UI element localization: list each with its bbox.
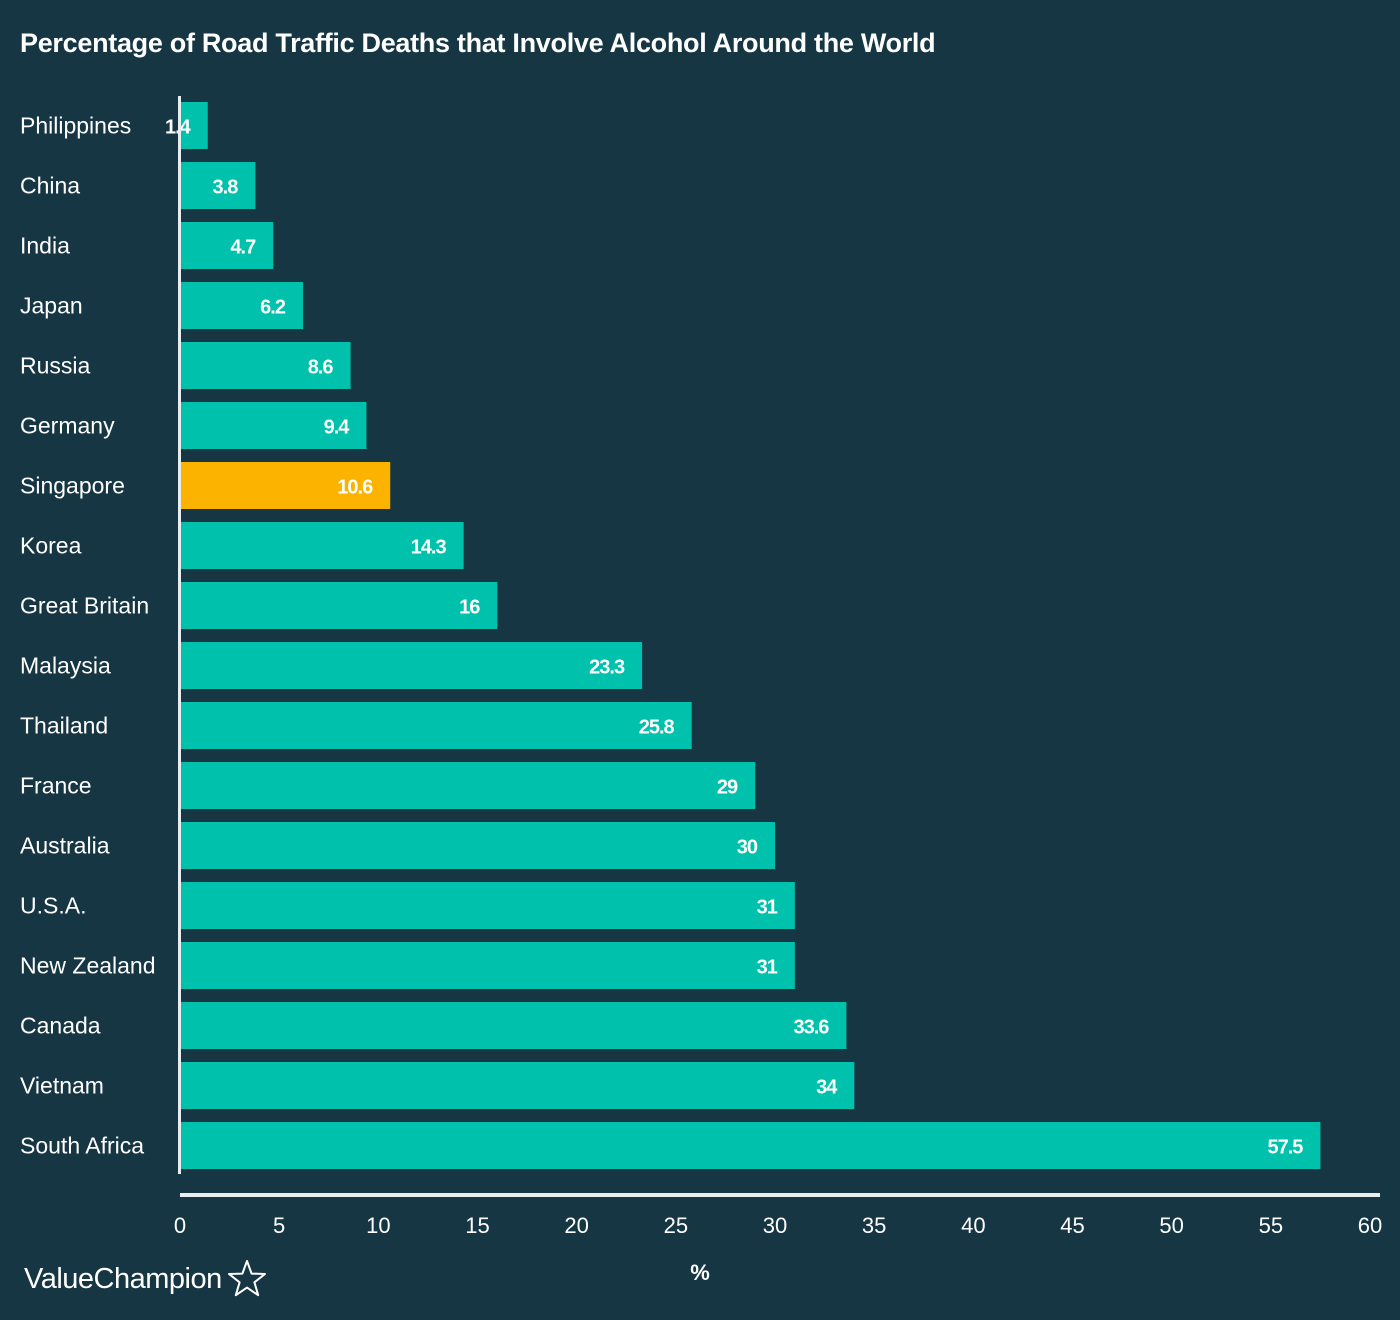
category-label: Malaysia — [20, 653, 111, 679]
bar — [180, 762, 756, 809]
value-label: 57.5 — [1267, 1137, 1303, 1159]
x-tick-label: 15 — [465, 1213, 489, 1238]
bar — [180, 402, 367, 449]
chart-title: Percentage of Road Traffic Deaths that I… — [20, 28, 936, 58]
x-tick-label: 25 — [664, 1213, 688, 1238]
value-label: 9.4 — [324, 417, 351, 439]
brand-name: ValueChampion — [24, 1262, 222, 1295]
category-label: Vietnam — [20, 1073, 104, 1099]
category-label: Japan — [20, 293, 83, 319]
category-label: Philippines — [20, 113, 131, 139]
category-label: India — [20, 233, 70, 259]
value-label: 10.6 — [337, 477, 373, 499]
category-label: Russia — [20, 353, 91, 379]
bar — [180, 282, 303, 329]
x-tick-label: 20 — [564, 1213, 588, 1238]
value-label: 23.3 — [589, 657, 625, 679]
bar — [180, 162, 256, 209]
bar — [180, 522, 464, 569]
brand-logo: ValueChampion — [24, 1258, 268, 1300]
x-tick-label: 40 — [961, 1213, 985, 1238]
bar — [180, 222, 274, 269]
category-label: Great Britain — [20, 593, 149, 619]
bar — [180, 642, 643, 689]
x-tick-label: 45 — [1060, 1213, 1084, 1238]
value-label: 3.8 — [213, 177, 239, 199]
value-label: 31 — [757, 897, 778, 919]
x-tick-label: 10 — [366, 1213, 390, 1238]
value-label: 4.7 — [230, 237, 256, 259]
bars-layer — [180, 102, 1321, 1169]
bar — [180, 1002, 847, 1049]
value-label: 30 — [737, 837, 758, 859]
bar — [180, 102, 208, 149]
x-tick-label: 55 — [1259, 1213, 1283, 1238]
category-label: Korea — [20, 533, 82, 559]
value-label: 31 — [757, 957, 778, 979]
category-label: New Zealand — [20, 953, 156, 979]
category-label: Germany — [20, 413, 115, 439]
value-label: 25.8 — [639, 717, 675, 739]
category-label: China — [20, 173, 80, 199]
bar — [180, 822, 775, 869]
bar — [180, 702, 692, 749]
bar — [180, 882, 795, 929]
value-labels-layer: 1.43.84.76.28.69.410.614.31623.325.82930… — [165, 117, 1304, 1159]
x-axis-label: % — [690, 1260, 710, 1285]
bar — [180, 942, 795, 989]
value-label: 33.6 — [793, 1017, 829, 1039]
value-label: 6.2 — [260, 297, 286, 319]
value-label: 14.3 — [411, 537, 447, 559]
category-label: South Africa — [20, 1133, 144, 1159]
bar — [180, 1062, 855, 1109]
bar — [180, 462, 391, 509]
x-tick-label: 50 — [1159, 1213, 1183, 1238]
value-label: 8.6 — [308, 357, 334, 379]
category-label: U.S.A. — [20, 893, 86, 919]
value-label: 34 — [816, 1077, 838, 1099]
bar — [180, 1122, 1321, 1169]
value-label: 16 — [459, 597, 480, 619]
bar — [180, 582, 498, 629]
category-label: Singapore — [20, 473, 125, 499]
star-outline-icon — [227, 1260, 266, 1297]
value-label: 29 — [717, 777, 738, 799]
category-label: France — [20, 773, 92, 799]
axis-layer: 0 5 10 15 20 25 30 35 40 45 50 55 60 — [174, 96, 1382, 1238]
category-label: Thailand — [20, 713, 108, 739]
x-tick-label: 60 — [1358, 1213, 1382, 1238]
category-label: Canada — [20, 1013, 101, 1039]
x-tick-label: 5 — [273, 1213, 285, 1238]
x-tick-label: 30 — [763, 1213, 787, 1238]
x-tick-label: 0 — [174, 1213, 186, 1238]
category-labels-layer: Philippines China India Japan Russia Germany S… — [20, 113, 156, 1159]
bar — [180, 342, 351, 389]
category-label: Australia — [20, 833, 110, 859]
x-tick-label: 35 — [862, 1213, 886, 1238]
